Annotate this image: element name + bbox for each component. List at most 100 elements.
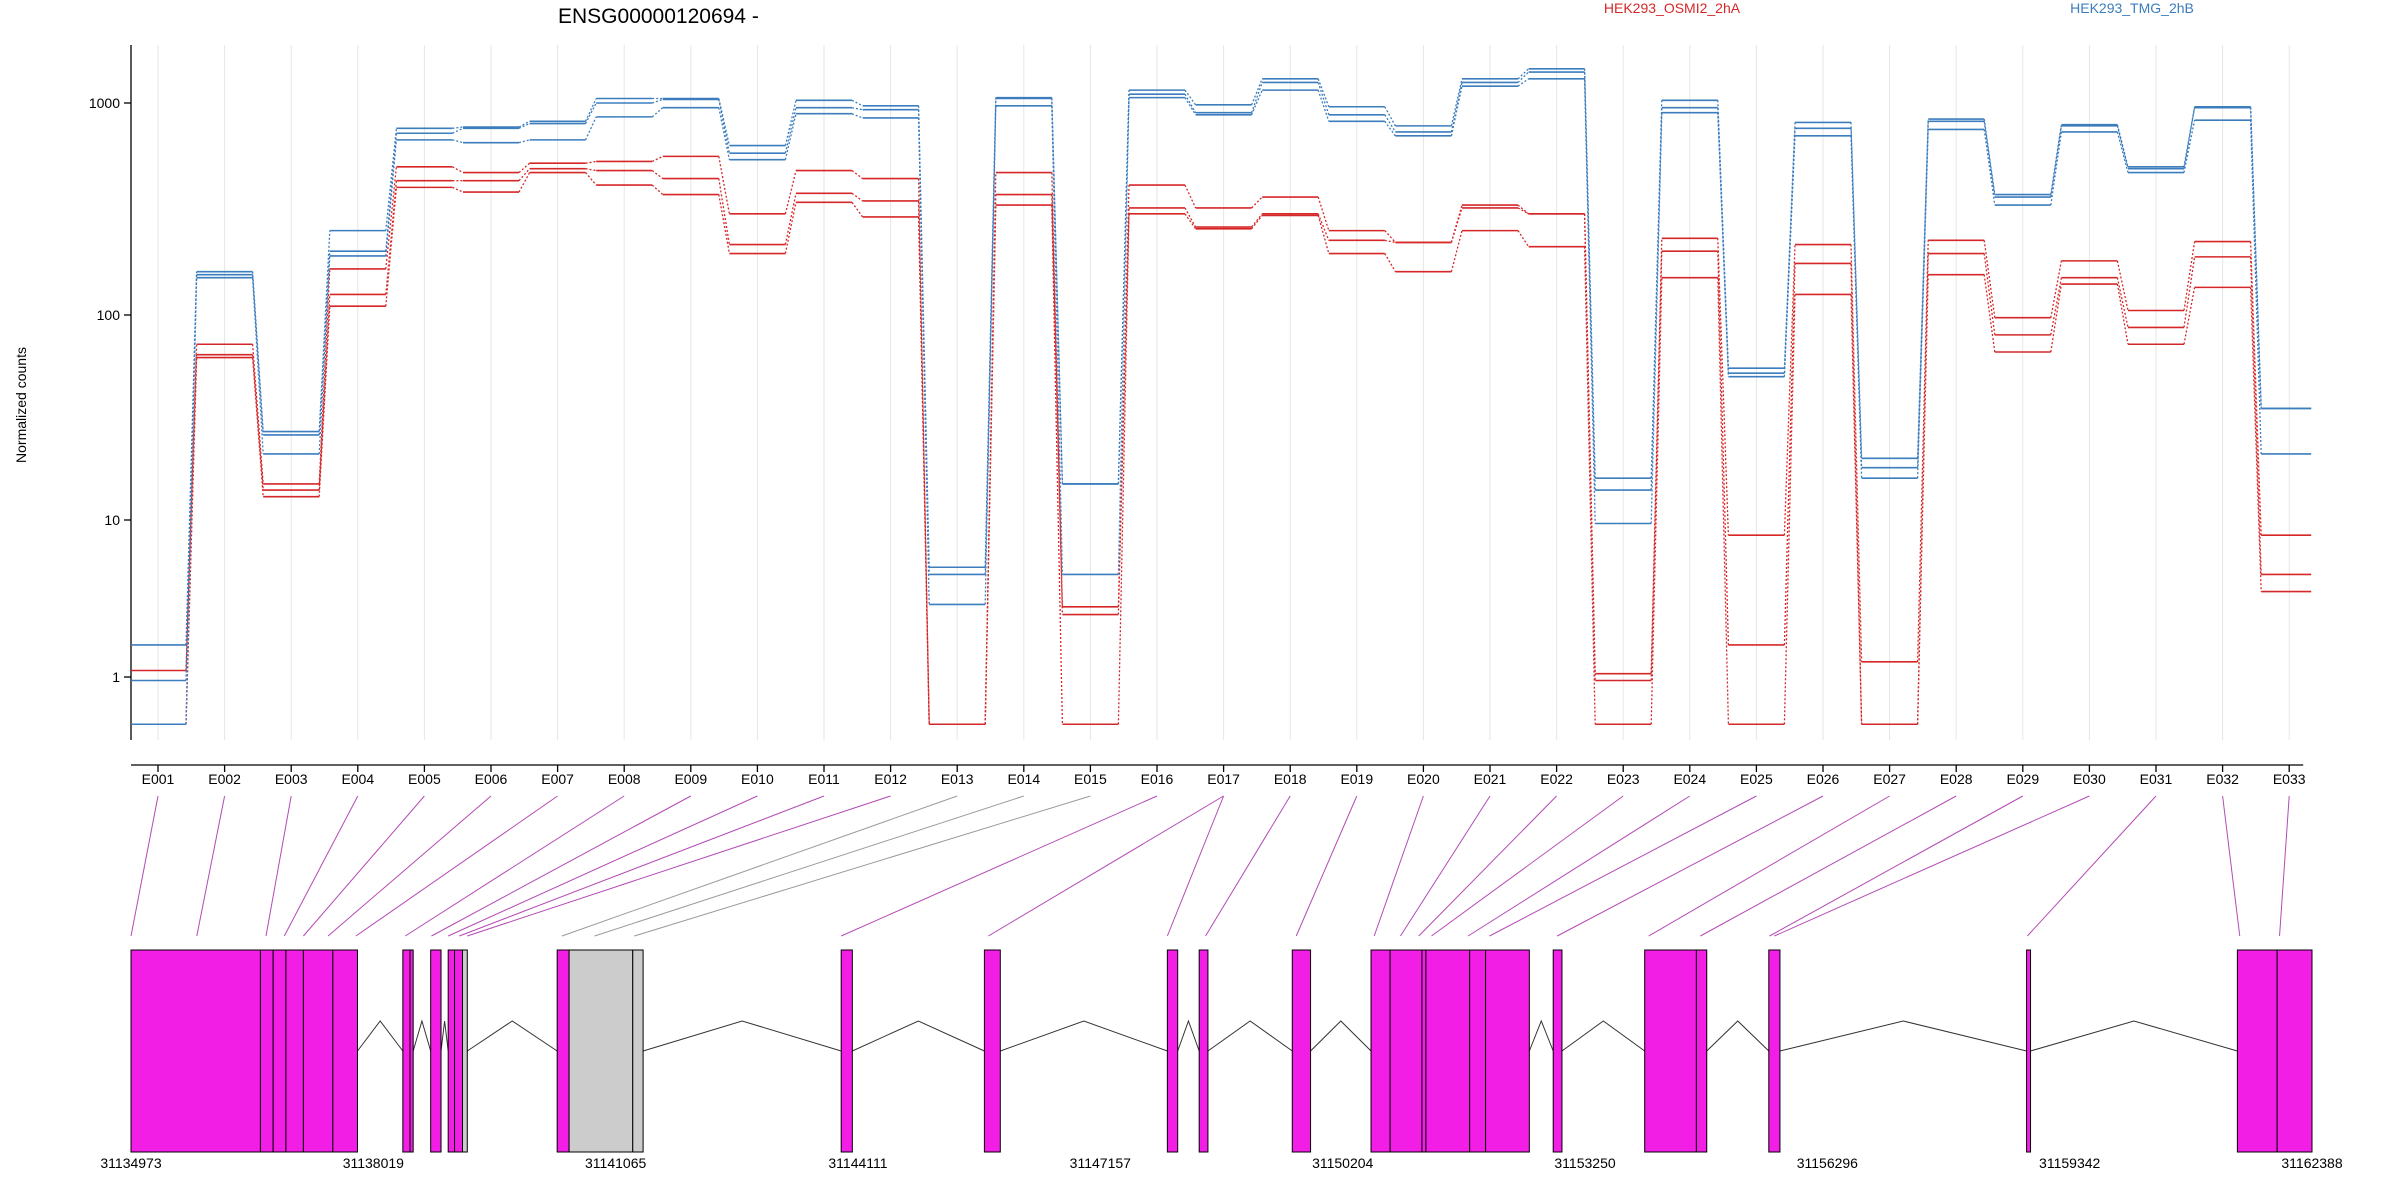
x-tick-label: E010 xyxy=(741,771,774,787)
series-join xyxy=(452,139,464,144)
series-join xyxy=(651,155,664,163)
series-join xyxy=(1251,196,1263,209)
series-join xyxy=(917,178,930,725)
x-tick-label: E025 xyxy=(1740,771,1773,787)
exon-connector xyxy=(1205,795,1291,937)
series-join xyxy=(1983,240,1996,318)
x-tick-label: E007 xyxy=(541,771,574,787)
coordinate-tick-label: 31141065 xyxy=(585,1155,646,1171)
series-join xyxy=(2116,283,2129,345)
series-join xyxy=(1117,213,1130,725)
series-join xyxy=(851,192,863,202)
series-join xyxy=(1517,207,1529,215)
series-join xyxy=(1184,97,1197,116)
series-join xyxy=(1650,251,1663,681)
series-join xyxy=(585,172,597,186)
series-join xyxy=(1317,82,1330,115)
series-join xyxy=(585,98,597,122)
coordinate-tick-label: 31156296 xyxy=(1797,1155,1858,1171)
series-join xyxy=(851,99,863,107)
series-join xyxy=(1650,112,1663,524)
series-join xyxy=(318,268,331,484)
exon-block xyxy=(272,949,287,1153)
exon-block xyxy=(302,949,334,1153)
series-join xyxy=(917,117,930,605)
chart-title: ENSG00000120694 - xyxy=(558,5,759,28)
series-join xyxy=(385,128,398,231)
series-join xyxy=(585,116,597,141)
series-join xyxy=(1384,230,1396,243)
series-join xyxy=(1450,207,1463,243)
coordinate-tick-label: 31150204 xyxy=(1312,1155,1373,1171)
series-join xyxy=(2116,260,2129,311)
series-join xyxy=(1783,263,1796,645)
exon-block xyxy=(632,949,644,1153)
x-tick-label: E029 xyxy=(2006,771,2039,787)
coordinate-tick-label: 31159342 xyxy=(2039,1155,2100,1171)
series-join xyxy=(251,354,264,491)
exon-block xyxy=(1166,949,1179,1153)
series-join xyxy=(2116,125,2129,169)
series-join xyxy=(452,126,464,129)
series-join xyxy=(1717,112,1730,377)
series-join xyxy=(1250,82,1263,113)
series-join xyxy=(1783,135,1796,377)
exon-connector xyxy=(130,795,159,937)
series-join xyxy=(1117,97,1130,575)
intron-line xyxy=(2030,1020,2238,1052)
series-join xyxy=(385,180,398,295)
series-join xyxy=(1317,89,1330,122)
exon-connector xyxy=(2279,795,2290,937)
intron-line xyxy=(1207,1020,1293,1052)
x-tick-label: E027 xyxy=(1873,771,1906,787)
series-join xyxy=(1450,78,1463,127)
series-join xyxy=(585,160,597,164)
series-HEK293_OSMI2_2hA xyxy=(131,155,2312,726)
x-tick-label: E015 xyxy=(1074,771,1107,787)
series-join xyxy=(851,113,863,119)
x-tick-label: E008 xyxy=(608,771,641,787)
exon-connector xyxy=(1166,795,1225,937)
exon-block xyxy=(1695,949,1708,1153)
series-HEK293_TMG_2hB xyxy=(131,78,2312,726)
intron-line xyxy=(852,1020,985,1052)
exon-connector xyxy=(634,795,1091,937)
exon-connector xyxy=(355,795,558,937)
legend-entry: HEK293_TMG_2hB xyxy=(2070,0,2194,16)
exon-connector xyxy=(1373,795,1424,937)
series-join xyxy=(318,255,331,454)
legend: HEK293_OSMI2_2hA HEK293_TMG_2hB xyxy=(1604,0,2194,16)
series-join xyxy=(1184,207,1197,228)
series-join xyxy=(1184,184,1197,209)
x-tick-label: E032 xyxy=(2206,771,2239,787)
x-tick-label: E011 xyxy=(808,771,840,787)
series-join xyxy=(1583,213,1596,681)
exon-connector xyxy=(1431,795,1624,937)
exon-block xyxy=(568,949,634,1153)
exon-block xyxy=(1552,949,1563,1153)
exon-block xyxy=(1370,949,1391,1153)
exon-connector xyxy=(561,795,958,937)
x-axis: E001 E002 E003 E004 E005 E006 E007 E008 E009 E010… xyxy=(131,764,2306,787)
exon-block xyxy=(556,949,570,1153)
gene-model xyxy=(130,949,2313,1153)
y-tick-label: 1 xyxy=(112,669,120,685)
coordinate-tick-label: 31147157 xyxy=(1070,1155,1131,1171)
exon-block xyxy=(2276,949,2313,1153)
series-join xyxy=(917,216,930,725)
x-tick-label: E031 xyxy=(2140,771,2173,787)
exon-block xyxy=(259,949,274,1153)
series-join xyxy=(251,357,264,497)
series-join xyxy=(718,178,731,245)
series-join xyxy=(1783,244,1796,536)
series-join xyxy=(1251,213,1263,228)
y-tick-label: 100 xyxy=(97,307,121,323)
exon-block xyxy=(1425,949,1471,1153)
series-join xyxy=(2050,260,2063,318)
series-join xyxy=(518,172,531,193)
series-join xyxy=(2050,283,2063,353)
coordinate-tick-label: 31153250 xyxy=(1554,1155,1615,1171)
series-join xyxy=(518,139,530,144)
exon-block xyxy=(454,949,464,1153)
